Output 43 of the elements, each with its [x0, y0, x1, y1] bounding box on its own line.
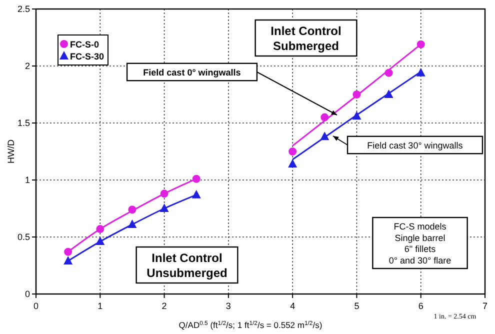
- y-tick-label: 0: [24, 289, 30, 299]
- point: [352, 90, 361, 98]
- point: [192, 174, 200, 183]
- y-axis-title: HW/D: [6, 139, 16, 164]
- y-tick-label: 2.5: [17, 4, 30, 14]
- point: [192, 190, 201, 198]
- point: [160, 204, 169, 212]
- annotation: Inlet Control Unsubmerged: [146, 251, 228, 280]
- point: [128, 219, 137, 228]
- point: [320, 113, 329, 122]
- point: [384, 90, 394, 98]
- point: [128, 206, 136, 214]
- y-tick-label: 0.5: [17, 232, 30, 242]
- x-tick-label: 4: [290, 301, 296, 311]
- x-tick-label: 6: [418, 301, 424, 311]
- legend-label: FC-S-30: [70, 52, 104, 62]
- x-tick-label: 3: [226, 301, 231, 311]
- y-tick-label: 2: [24, 61, 30, 71]
- annotation: Field cast 30° wingwalls: [367, 140, 464, 150]
- text: Q/AD$^{0.5}$ (ft$^{1/2}$/s; 1 ft$^{1/2}$/s = 0.552 m$^{1/2}$/s): [178, 320, 322, 330]
- annotation: Field cast 0° wingwalls: [143, 67, 241, 78]
- point: [64, 248, 72, 256]
- point: [96, 236, 105, 246]
- point: [288, 159, 298, 168]
- point: [288, 148, 297, 156]
- point: [160, 190, 168, 198]
- point: [320, 132, 330, 140]
- point: [384, 68, 393, 77]
- point: [96, 225, 104, 234]
- x-tick-label: 1: [98, 301, 103, 311]
- annotation: FC-S models Single barrel 6" fillets 0° and 30° flare: [388, 222, 452, 266]
- annotation: Inlet Control Submerged: [270, 24, 342, 53]
- x-tick-label: 0: [33, 301, 39, 311]
- x-tick-label: 5: [354, 301, 360, 311]
- x-tick-label: 2: [162, 301, 167, 311]
- point: [416, 68, 426, 76]
- x-tick-label: 7: [482, 301, 488, 311]
- point: [64, 256, 73, 264]
- y-tick-label: 1.5: [17, 118, 30, 128]
- legend-label: FC-S-0: [70, 40, 99, 50]
- point: [416, 40, 425, 48]
- y-tick-label: 1: [24, 175, 30, 185]
- point: [352, 111, 362, 120]
